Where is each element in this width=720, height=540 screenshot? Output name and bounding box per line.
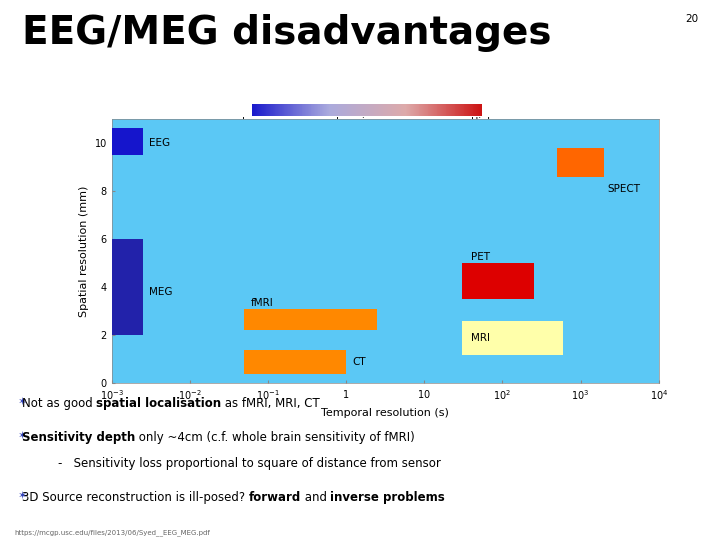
Y-axis label: Spatial resolution (mm): Spatial resolution (mm) — [79, 185, 89, 317]
Text: 20: 20 — [685, 14, 698, 24]
Bar — [244, 309, 377, 330]
Bar — [244, 350, 346, 374]
Text: and: and — [301, 491, 330, 504]
Text: EEG/MEG disadvantages: EEG/MEG disadvantages — [22, 14, 551, 51]
Text: forward: forward — [248, 491, 301, 504]
Text: ✶: ✶ — [18, 397, 27, 407]
Text: MRI: MRI — [472, 333, 490, 343]
Text: -   Sensitivity loss proportional to square of distance from sensor: - Sensitivity loss proportional to squar… — [58, 457, 441, 470]
Text: Sensitivity depth: Sensitivity depth — [22, 431, 135, 444]
Bar — [462, 321, 563, 355]
Text: fMRI: fMRI — [251, 298, 274, 308]
Text: PET: PET — [472, 252, 490, 262]
Text: EEG: EEG — [149, 138, 170, 148]
X-axis label: Temporal resolution (s): Temporal resolution (s) — [321, 408, 449, 417]
Text: spatial localisation: spatial localisation — [96, 397, 221, 410]
Bar — [112, 239, 143, 335]
Text: https://mcgp.usc.edu/files/2013/06/Syed__EEG_MEG.pdf: https://mcgp.usc.edu/files/2013/06/Syed_… — [14, 529, 210, 536]
Bar — [112, 129, 143, 155]
Text: Not as good: Not as good — [22, 397, 96, 410]
Text: 3D Source reconstruction is ill-posed?: 3D Source reconstruction is ill-posed? — [22, 491, 248, 504]
Text: inverse problems: inverse problems — [330, 491, 445, 504]
Text: CT: CT — [352, 357, 366, 367]
Text: SPECT: SPECT — [608, 184, 640, 193]
Text: ✶: ✶ — [18, 491, 27, 501]
Text: MEG: MEG — [149, 287, 172, 297]
Bar — [462, 263, 534, 299]
Text: ✶: ✶ — [18, 431, 27, 441]
Bar — [557, 147, 604, 177]
Text: as fMRI, MRI, CT: as fMRI, MRI, CT — [221, 397, 320, 410]
Text: only ~4cm (c.f. whole brain sensitivity of fMRI): only ~4cm (c.f. whole brain sensitivity … — [135, 431, 415, 444]
